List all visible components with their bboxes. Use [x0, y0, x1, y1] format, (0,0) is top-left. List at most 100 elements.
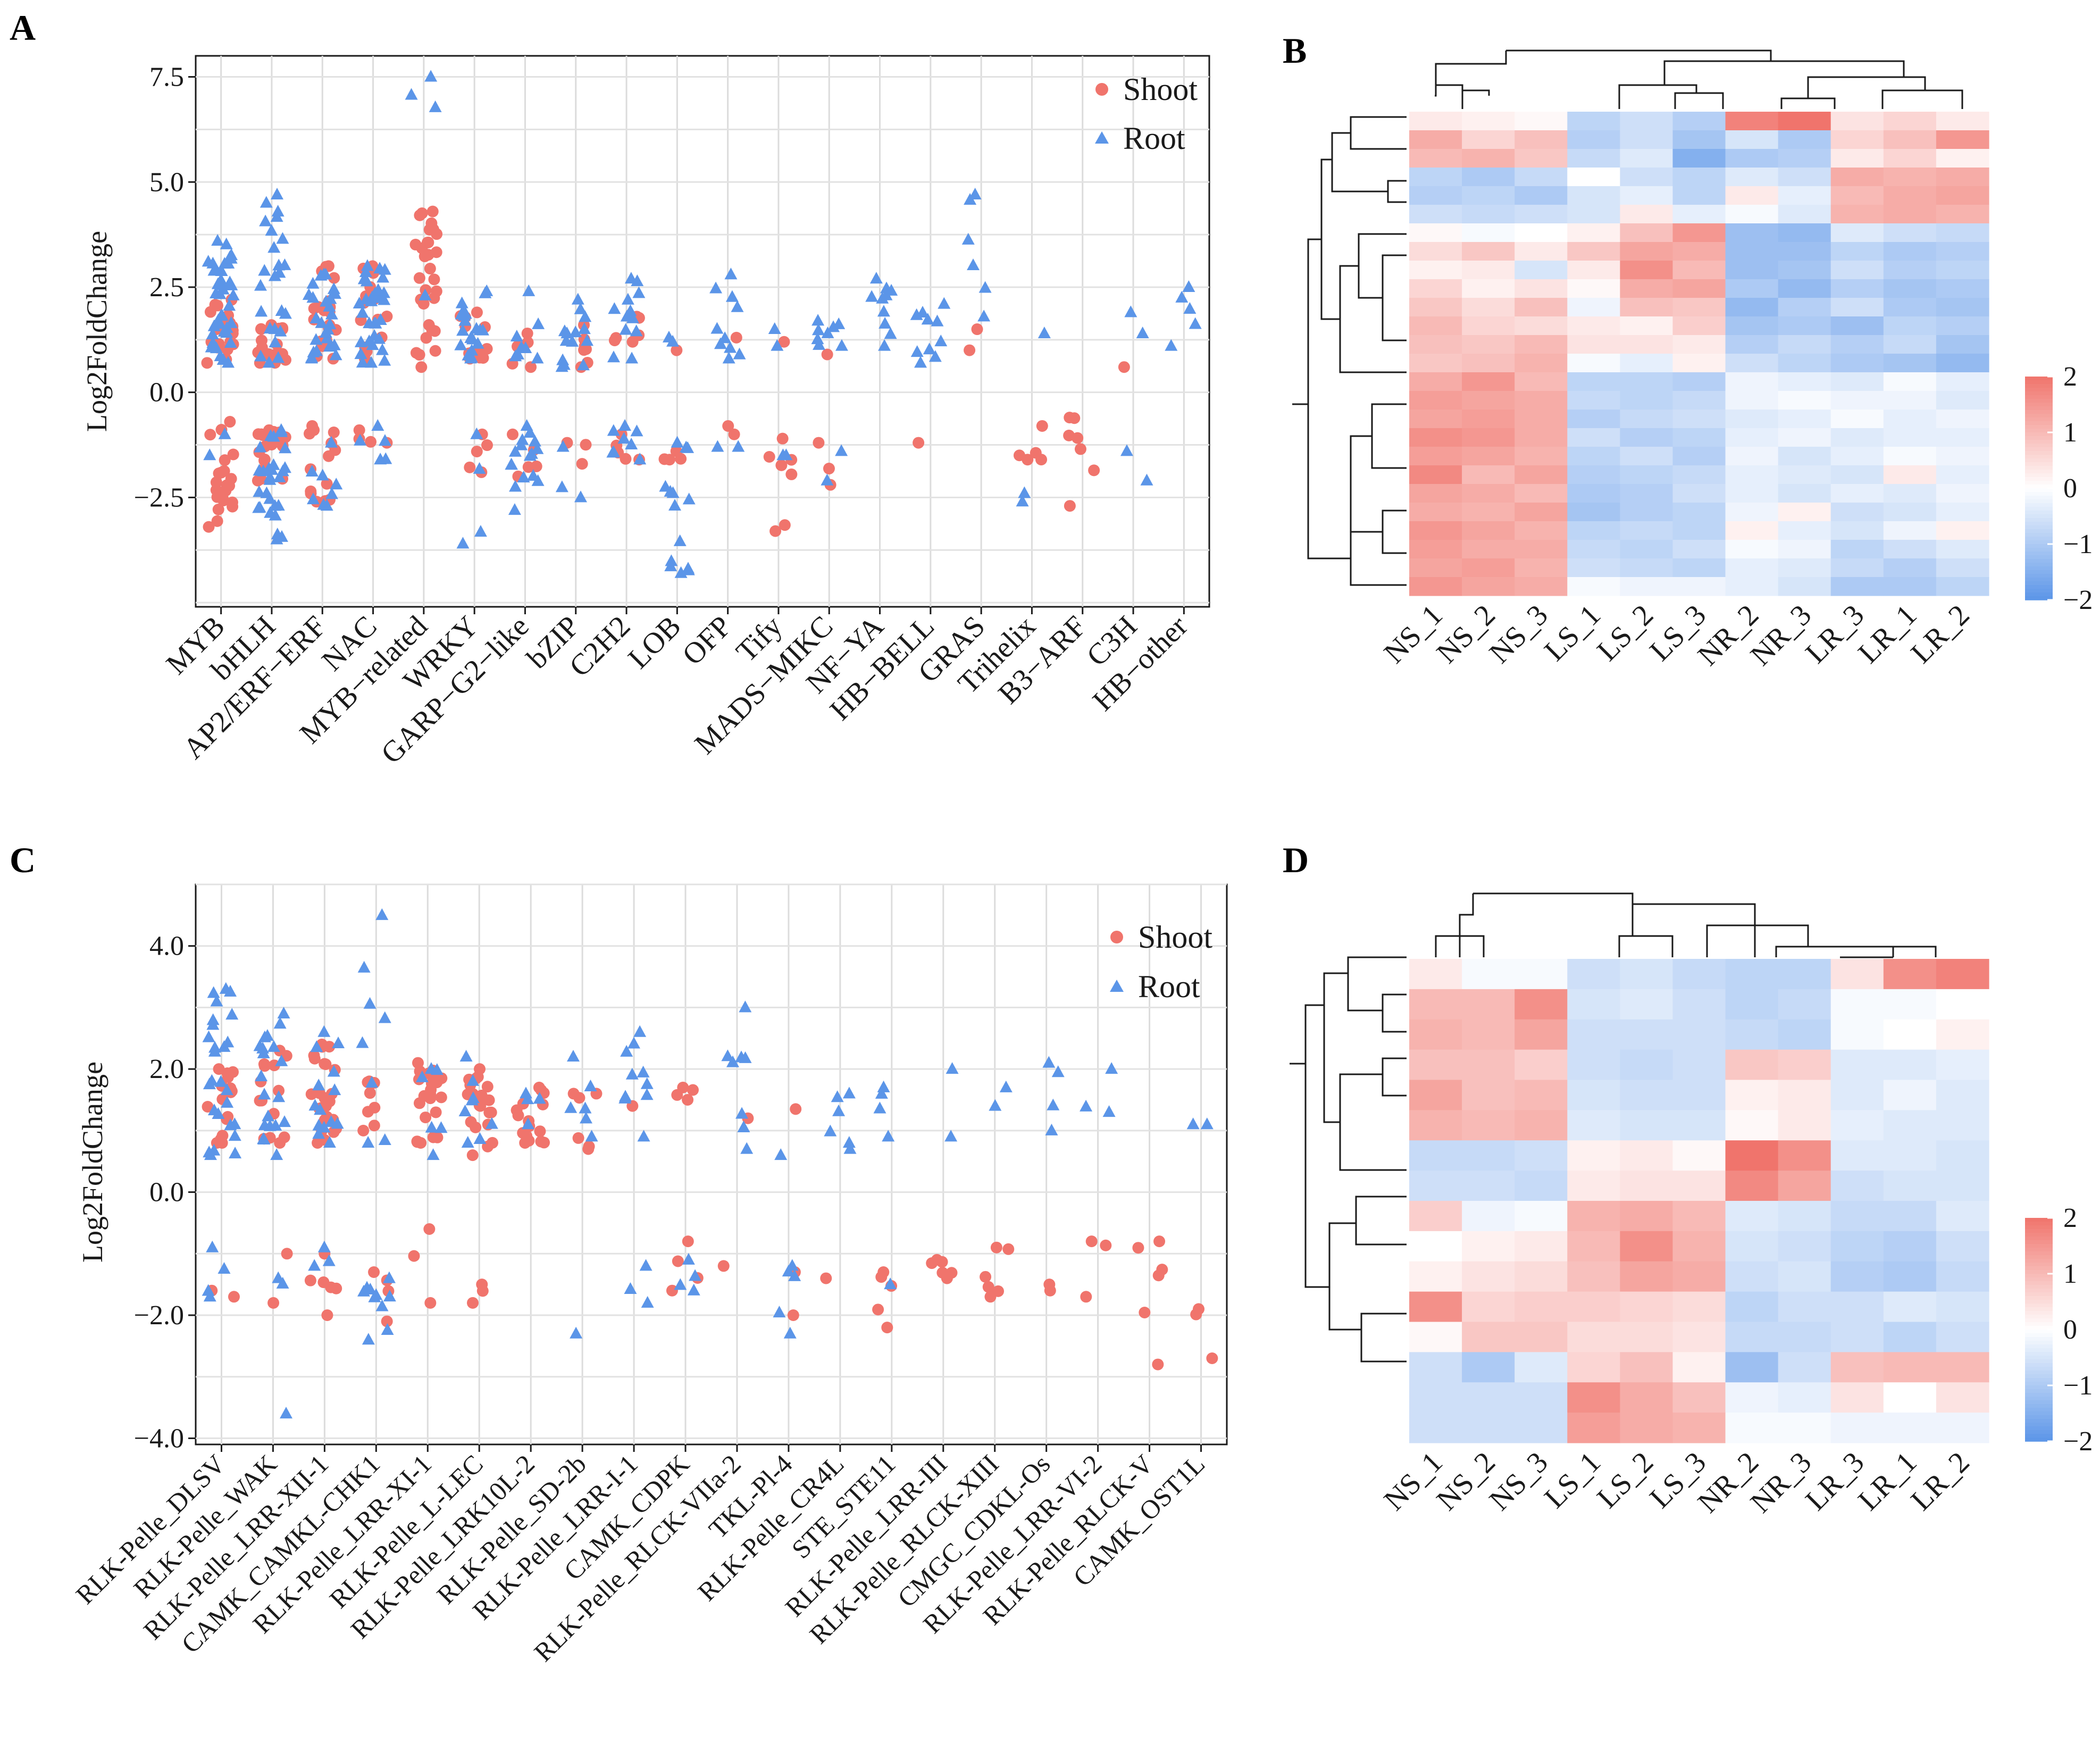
root-point [325, 307, 338, 320]
root-point [842, 1087, 856, 1099]
heat-cell [1830, 186, 1884, 205]
heat-cell [1620, 149, 1674, 168]
colorbar-segment [2025, 1397, 2053, 1401]
heat-cell [1567, 1140, 1620, 1171]
shoot-point [1132, 1242, 1144, 1254]
heat-cell [1462, 298, 1515, 317]
colorbar-segment [2025, 1311, 2053, 1315]
heat-cell [1725, 577, 1779, 596]
shoot-point [682, 1094, 694, 1106]
heat-cell [1725, 130, 1779, 149]
heat-cell [1672, 205, 1726, 224]
root-point [564, 1101, 578, 1113]
root-point [1189, 317, 1202, 329]
colorbar-segment [2025, 1430, 2053, 1434]
heat-cell [1883, 391, 1937, 410]
heat-cell [1936, 1231, 1989, 1262]
heat-cell [1936, 1352, 1989, 1383]
heat-cell [1620, 130, 1674, 149]
heatmap-b [1409, 112, 1989, 596]
shoot-point [430, 1106, 442, 1118]
root-point [739, 1000, 752, 1013]
y-ticks-a: 7.5 5.0 2.5 0.0 −2.5 [134, 62, 196, 513]
root-point [876, 291, 889, 304]
colorbar-segment [2025, 529, 2053, 533]
sample-label: LR_3 [1799, 1446, 1870, 1517]
root-point [531, 442, 544, 454]
shoot-point [430, 246, 442, 258]
heat-cell [1409, 959, 1462, 990]
colorbar-segment [2025, 1277, 2053, 1282]
root-point [522, 284, 536, 296]
root-point [1120, 444, 1133, 456]
root-point [508, 445, 522, 457]
heat-cell [1567, 410, 1620, 429]
shoot-point [471, 445, 483, 457]
root-point [865, 290, 879, 302]
colorbar-segment [2025, 570, 2053, 574]
root-point [576, 358, 590, 371]
root-point [508, 503, 521, 515]
root-point [510, 330, 523, 342]
heat-cell [1936, 1261, 1989, 1292]
root-point [381, 1323, 394, 1335]
root-point [214, 1075, 228, 1087]
heat-cell [1620, 223, 1674, 243]
colorbar-segment [2025, 1330, 2053, 1334]
heat-cell [1409, 354, 1462, 373]
heat-cell [1409, 112, 1462, 131]
colorbar-segment [2025, 384, 2053, 388]
root-point [375, 908, 389, 920]
root-point [312, 1127, 325, 1139]
grid-c [196, 883, 1227, 1444]
heat-cell [1409, 186, 1462, 205]
sample-labels-d: NS_1NS_2NS_3LS_1LS_2LS_3NR_2NR_3LR_3LR_1… [1378, 1446, 1976, 1519]
heat-cell [1462, 465, 1515, 484]
root-point [884, 327, 897, 339]
heat-cell [1620, 205, 1674, 224]
heat-cell [1672, 1261, 1726, 1292]
heat-cell [1725, 1080, 1779, 1110]
root-point [571, 293, 584, 305]
root-point [228, 1129, 241, 1141]
heat-cell [1515, 1352, 1568, 1383]
root-point [366, 338, 379, 350]
root-point [731, 300, 744, 312]
root-point [317, 498, 330, 510]
root-point [625, 438, 638, 450]
heat-cell [1936, 298, 1989, 317]
heat-cell [1409, 391, 1462, 410]
heat-cell [1515, 130, 1568, 149]
heat-cell [1409, 410, 1462, 429]
shoot-point [763, 450, 775, 463]
legend-a: Shoot Root [1095, 72, 1198, 156]
colorbar-segment [2025, 1415, 2053, 1419]
heat-cell [1883, 428, 1937, 447]
shoot-point [201, 357, 213, 369]
colorbar-d: 2 1 0 −1 −2 [2025, 1203, 2093, 1457]
root-point [211, 277, 224, 289]
heat-cell [1936, 130, 1989, 149]
legend-shoot-label: Shoot [1138, 920, 1212, 955]
heat-cell [1830, 428, 1884, 447]
heat-cell [1620, 484, 1674, 503]
shoot-point [1035, 454, 1048, 466]
heat-cell [1883, 465, 1937, 484]
shoot-point [211, 515, 223, 527]
heat-cell [1515, 1110, 1568, 1141]
colorbar-segment [2025, 1434, 2053, 1438]
heat-cell [1462, 316, 1515, 336]
shoot-point [219, 454, 231, 466]
heat-cell [1883, 1140, 1937, 1171]
heat-cell [1515, 1322, 1568, 1352]
heat-cell [1883, 1231, 1937, 1262]
heat-cell [1620, 1080, 1674, 1110]
heat-cell [1409, 558, 1462, 578]
legend-root-marker [1110, 980, 1124, 992]
root-point [278, 1115, 291, 1127]
heat-cell [1830, 1201, 1884, 1232]
heat-cell [1462, 223, 1515, 243]
colorbar-segment [2025, 1296, 2053, 1300]
shoot-point [368, 1266, 380, 1278]
shoot-point [530, 460, 542, 472]
